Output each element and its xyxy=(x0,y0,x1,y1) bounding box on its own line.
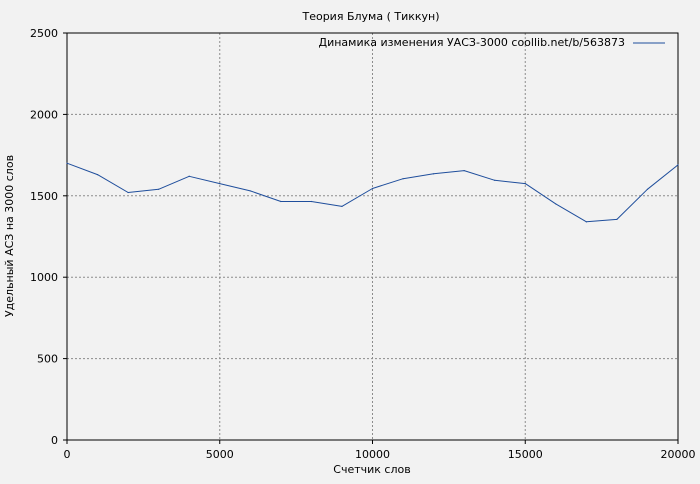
data-point xyxy=(524,182,526,185)
data-point xyxy=(677,164,679,166)
data-point xyxy=(616,218,618,221)
x-tick-label: 10000 xyxy=(355,448,390,461)
data-point xyxy=(555,203,557,205)
data-point xyxy=(646,188,649,190)
legend-label: Динамика изменения УАСЗ-3000 coollib.net… xyxy=(319,36,626,49)
data-point xyxy=(402,178,404,180)
data-point xyxy=(219,182,221,185)
data-point xyxy=(280,200,282,203)
data-point xyxy=(158,188,160,190)
y-axis-label: Удельный АСЗ на 3000 слов xyxy=(3,155,16,317)
y-tick-label: 2000 xyxy=(30,108,58,121)
data-point xyxy=(433,173,435,175)
data-point xyxy=(341,205,343,207)
x-tick-label: 20000 xyxy=(661,448,696,461)
data-point xyxy=(494,179,496,181)
x-axis-label: Счетчик слов xyxy=(333,463,410,476)
series-lines xyxy=(66,162,679,223)
axis-ticks: 0 5000 10000 15000 20000 0 500 1000 1500 2000 2500 xyxy=(30,27,696,461)
chart-title: Теория Блума ( Тиккун) xyxy=(301,10,439,23)
y-tick-label: 2500 xyxy=(30,27,58,40)
data-point xyxy=(96,174,99,176)
data-point xyxy=(371,187,374,190)
x-tick-label: 15000 xyxy=(508,448,543,461)
y-tick-label: 1000 xyxy=(30,271,58,284)
data-point xyxy=(249,190,251,192)
data-point xyxy=(127,191,129,194)
data-point xyxy=(66,162,68,164)
legend: Динамика изменения УАСЗ-3000 coollib.net… xyxy=(319,36,665,49)
grid-lines xyxy=(67,33,678,440)
data-point xyxy=(188,175,190,177)
x-tick-label: 0 xyxy=(64,448,71,461)
data-point xyxy=(310,200,312,203)
y-tick-label: 500 xyxy=(37,353,58,366)
data-point xyxy=(463,169,465,172)
data-point xyxy=(585,221,587,223)
y-tick-label: 0 xyxy=(51,434,58,447)
x-tick-label: 5000 xyxy=(206,448,234,461)
y-tick-label: 1500 xyxy=(30,190,58,203)
